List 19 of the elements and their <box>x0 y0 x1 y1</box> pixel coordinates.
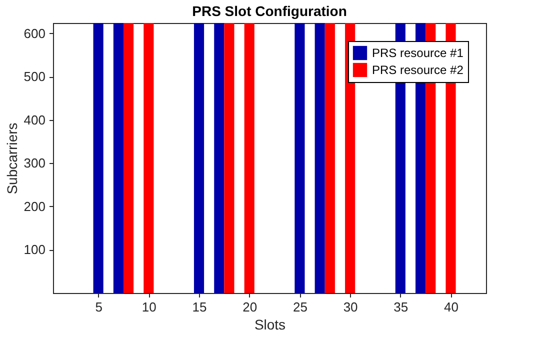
y-tick-label: 200 <box>24 198 46 214</box>
y-tick-label: 300 <box>24 156 46 171</box>
x-tick-label: 25 <box>292 300 308 314</box>
x-tick-label: 10 <box>142 300 156 314</box>
y-tick-label: 100 <box>24 242 46 258</box>
x-tick-label: 15 <box>192 300 207 314</box>
x-tick-label: 20 <box>242 300 258 314</box>
legend-label: PRS resource #2 <box>372 63 464 77</box>
x-tick-label: 35 <box>394 300 408 314</box>
y-axis-title: Subcarriers <box>4 122 20 194</box>
y-tick-label: 400 <box>24 112 46 128</box>
x-axis-title: Slots <box>254 316 286 332</box>
x-tick-label: 30 <box>343 300 358 314</box>
y-tick-label: 600 <box>24 26 46 41</box>
legend-label: PRS resource #1 <box>372 46 464 60</box>
chart-title: PRS Slot Configuration <box>192 3 347 19</box>
x-tick-label: 5 <box>95 300 102 314</box>
x-tick-label: 40 <box>444 300 458 314</box>
y-tick-label: 500 <box>24 69 46 84</box>
